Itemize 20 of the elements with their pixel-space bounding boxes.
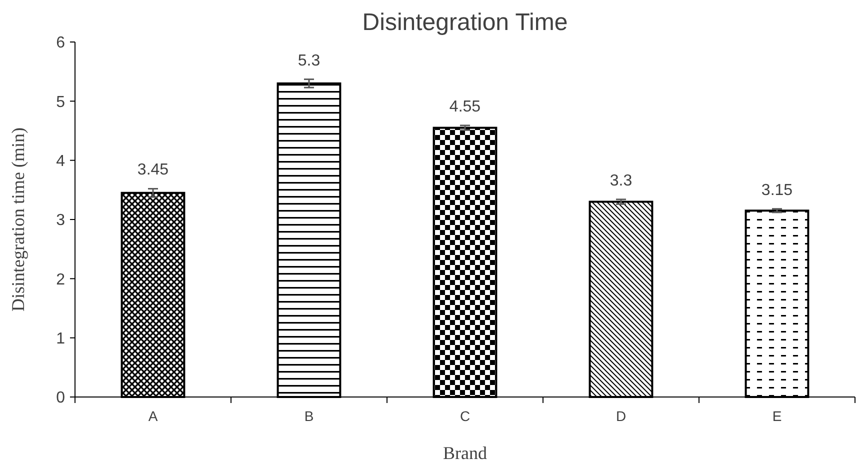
x-axis-title: Brand [443, 443, 487, 463]
y-tick-label: 1 [56, 330, 66, 348]
y-tick-label: 2 [56, 271, 66, 288]
data-label: 3.3 [610, 172, 632, 190]
y-tick-label: 0 [56, 390, 66, 407]
y-tick-label: 3 [56, 212, 66, 230]
y-tick-label: 6 [56, 34, 66, 52]
data-label: 4.55 [449, 98, 481, 116]
y-tick-label: 5 [56, 94, 66, 111]
data-label: 3.45 [137, 162, 169, 179]
data-label: 3.15 [761, 182, 793, 199]
x-tick-label: B [304, 408, 314, 424]
x-tick-label: C [460, 408, 470, 424]
x-tick-label: D [616, 408, 626, 424]
y-axis-title: Disintegration time (min) [8, 128, 28, 312]
data-label: 5.3 [298, 52, 320, 70]
x-tick-label: E [772, 408, 782, 424]
x-tick-label: A [148, 408, 158, 424]
chart-title: Disintegration Time [362, 9, 568, 36]
y-tick-label: 4 [56, 152, 66, 170]
